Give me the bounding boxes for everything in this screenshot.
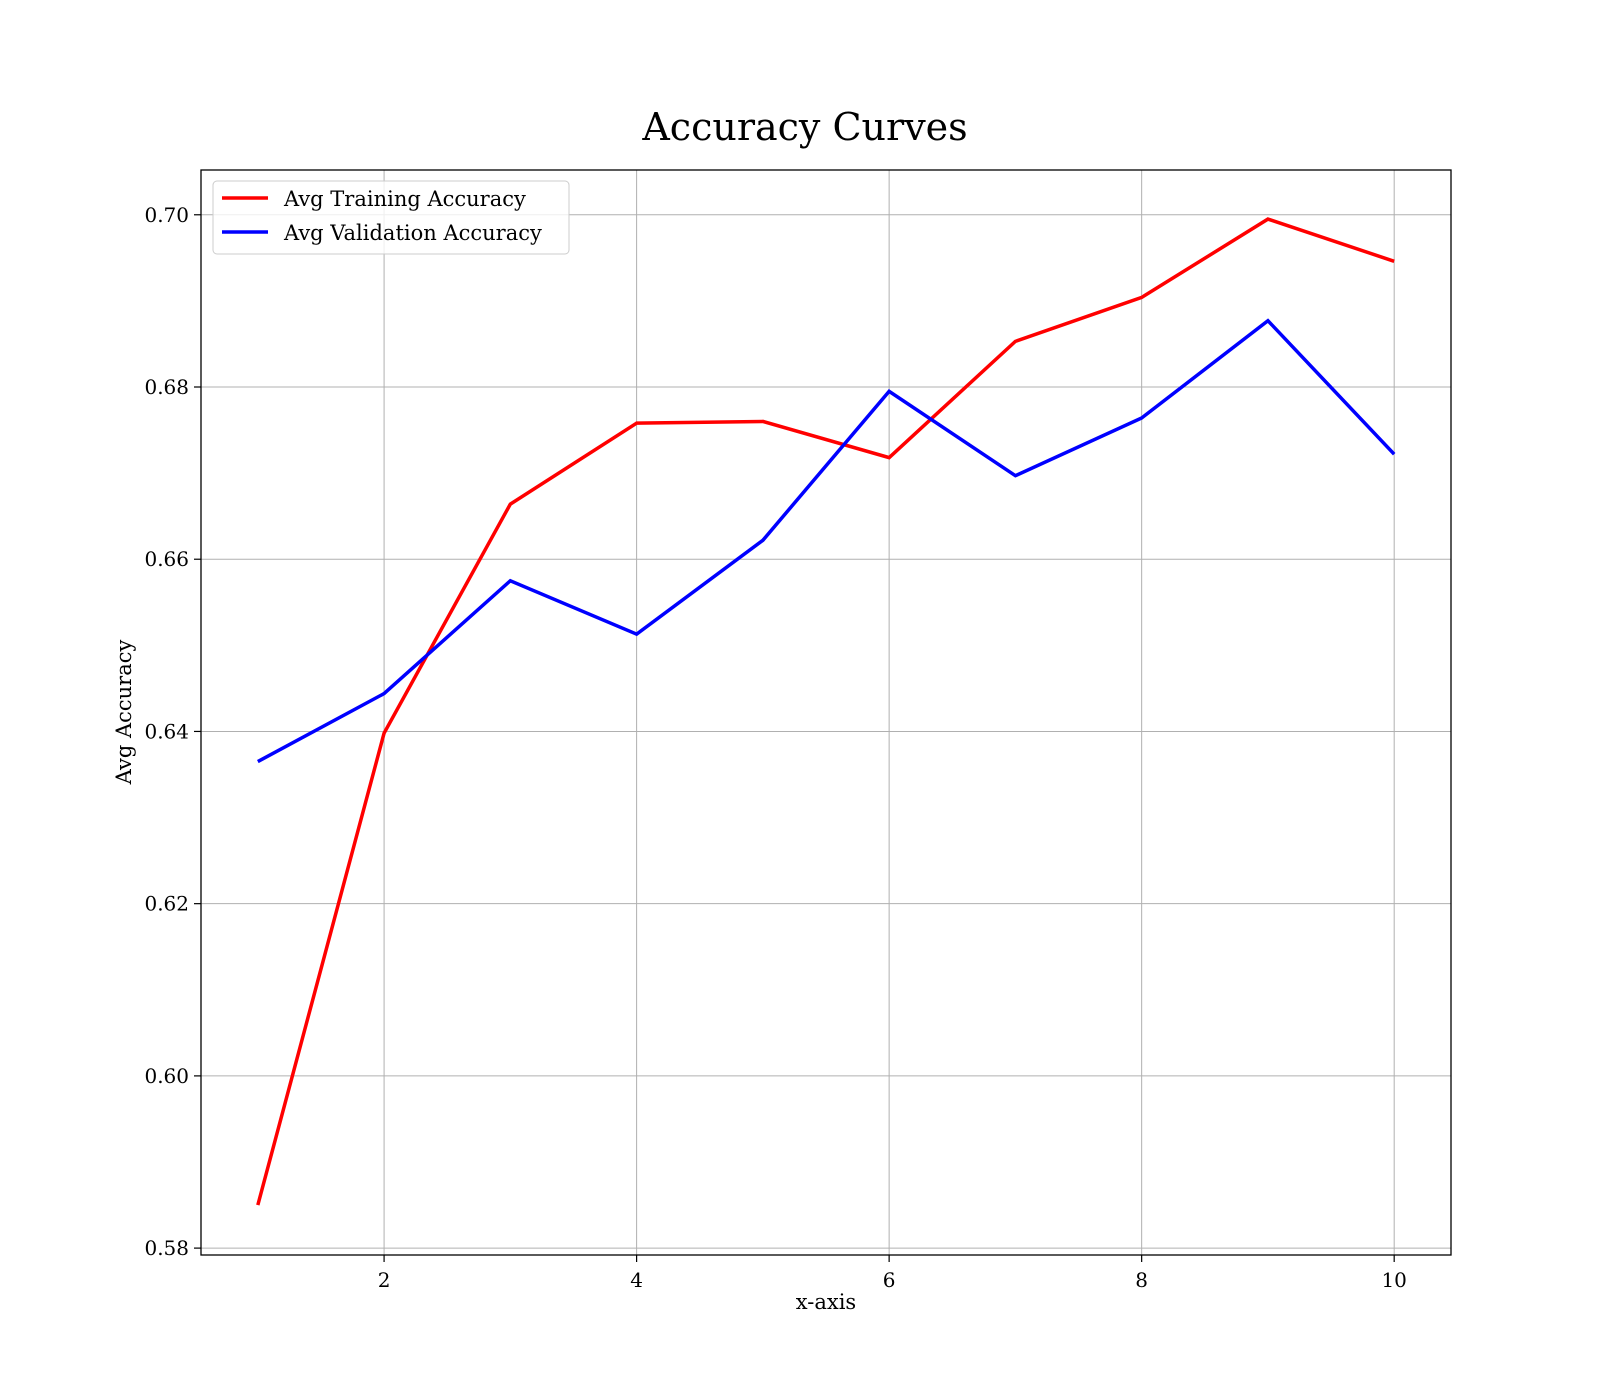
gridlines bbox=[201, 170, 1451, 1255]
legend-label-validation: Avg Validation Accuracy bbox=[283, 221, 542, 245]
x-axis-ticks: 2 4 6 8 10 bbox=[378, 1255, 1407, 1292]
x-tick-label: 6 bbox=[883, 1268, 896, 1292]
legend-box bbox=[212, 180, 570, 255]
training-accuracy-line bbox=[256, 217, 1395, 1206]
series-lines bbox=[256, 217, 1396, 1206]
y-axis-ticks: 0.58 0.60 0.62 0.64 0.66 0.68 0.70 bbox=[144, 203, 201, 1260]
chart-title: Accuracy Curves bbox=[641, 105, 967, 149]
y-tick-label: 0.70 bbox=[144, 203, 189, 227]
x-axis-title: x-axis bbox=[796, 1290, 856, 1314]
x-tick-label: 2 bbox=[378, 1268, 391, 1292]
plot-frame bbox=[200, 169, 1452, 1256]
y-tick-label: 0.68 bbox=[144, 375, 189, 399]
x-tick-label: 8 bbox=[1135, 1268, 1148, 1292]
y-tick-label: 0.60 bbox=[144, 1064, 189, 1088]
y-axis-title: Avg Accuracy bbox=[112, 640, 136, 786]
legend-label-training: Avg Training Accuracy bbox=[283, 187, 526, 211]
x-tick-label: 4 bbox=[630, 1268, 643, 1292]
legend: Avg Training Accuracy Avg Validation Acc… bbox=[212, 180, 570, 255]
y-tick-label: 0.58 bbox=[144, 1236, 189, 1260]
y-tick-label: 0.66 bbox=[144, 547, 189, 571]
y-tick-label: 0.62 bbox=[144, 892, 189, 916]
x-tick-label: 10 bbox=[1381, 1268, 1406, 1292]
validation-accuracy-line bbox=[256, 318, 1396, 764]
y-tick-label: 0.64 bbox=[144, 719, 189, 743]
